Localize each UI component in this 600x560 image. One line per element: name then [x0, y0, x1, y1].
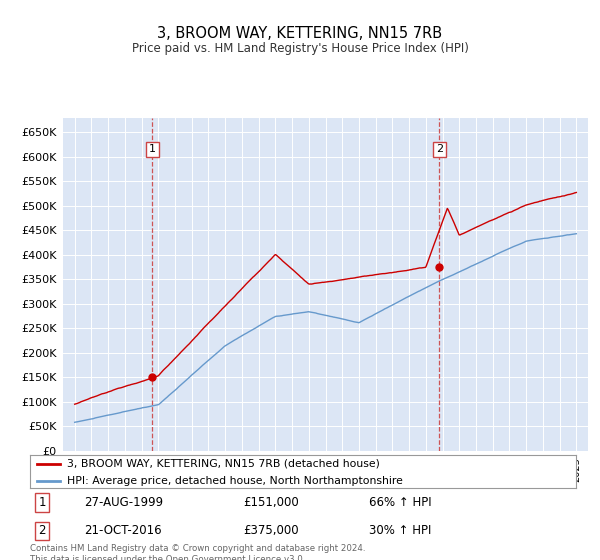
Text: 1: 1 — [149, 144, 156, 155]
Text: 2: 2 — [38, 525, 46, 538]
Text: £375,000: £375,000 — [243, 525, 299, 538]
Text: HPI: Average price, detached house, North Northamptonshire: HPI: Average price, detached house, Nort… — [67, 476, 403, 486]
Text: Contains HM Land Registry data © Crown copyright and database right 2024.
This d: Contains HM Land Registry data © Crown c… — [30, 544, 365, 560]
Text: 66% ↑ HPI: 66% ↑ HPI — [368, 496, 431, 509]
Text: 3, BROOM WAY, KETTERING, NN15 7RB: 3, BROOM WAY, KETTERING, NN15 7RB — [157, 26, 443, 41]
Text: 27-AUG-1999: 27-AUG-1999 — [85, 496, 164, 509]
Text: 1: 1 — [38, 496, 46, 509]
Text: 21-OCT-2016: 21-OCT-2016 — [85, 525, 162, 538]
Text: 3, BROOM WAY, KETTERING, NN15 7RB (detached house): 3, BROOM WAY, KETTERING, NN15 7RB (detac… — [67, 459, 380, 469]
Text: £151,000: £151,000 — [243, 496, 299, 509]
Text: 2: 2 — [436, 144, 443, 155]
Text: 30% ↑ HPI: 30% ↑ HPI — [368, 525, 431, 538]
Text: Price paid vs. HM Land Registry's House Price Index (HPI): Price paid vs. HM Land Registry's House … — [131, 41, 469, 55]
